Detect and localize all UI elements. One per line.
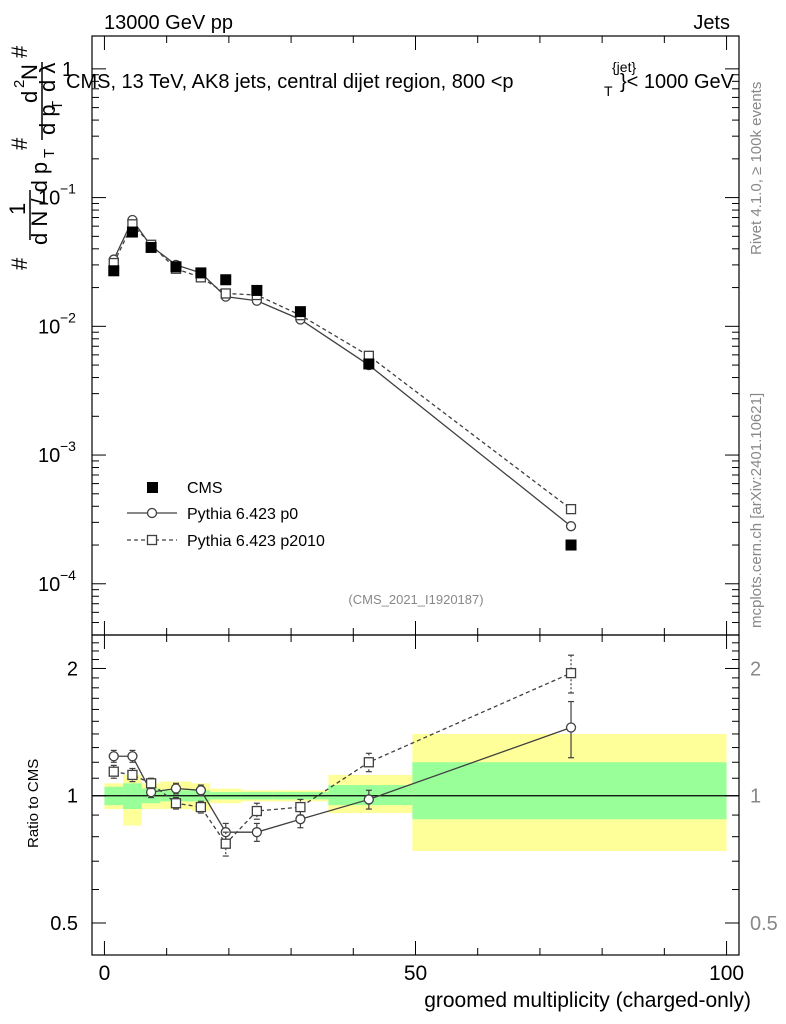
y-tick-label: 10 bbox=[38, 188, 60, 210]
ratio-point-1 bbox=[251, 805, 263, 817]
ylabel-dpt-sub-t: T bbox=[49, 101, 66, 110]
ratio-y-tick-label-right: 0.5 bbox=[750, 913, 778, 935]
ratio-y-tick-label: 2 bbox=[67, 658, 78, 680]
ratio-point-0 bbox=[127, 751, 138, 762]
ratio-line-1 bbox=[113, 672, 572, 845]
cms-point bbox=[251, 284, 263, 296]
legend-p2010-label: Pythia 6.423 p2010 bbox=[187, 533, 325, 550]
ratio-point-0 bbox=[251, 827, 263, 838]
ratio-point-1 bbox=[127, 769, 138, 781]
cms-point bbox=[145, 241, 157, 253]
ratio-bands bbox=[92, 733, 739, 852]
ylabel-one: 1 bbox=[5, 203, 30, 215]
y-tick-label: 10 bbox=[38, 445, 60, 467]
y-tick-exponent: −2 bbox=[60, 309, 76, 325]
ratio-point-1 bbox=[295, 801, 306, 813]
ylabel-sup-2: 2 bbox=[11, 80, 28, 88]
legend-p0-label: Pythia 6.423 p0 bbox=[187, 506, 298, 523]
ratio-axes: 0 50 100 0.5 0.5 1 1 2 2 bbox=[50, 635, 778, 985]
main-marks bbox=[108, 214, 577, 551]
ratio-y-tick-label: 1 bbox=[67, 786, 78, 808]
ratio-point-1 bbox=[108, 766, 119, 777]
header-right: Jets bbox=[693, 12, 730, 34]
ratio-y-tick-label: 0.5 bbox=[50, 913, 78, 935]
ratio-point-1 bbox=[145, 778, 157, 789]
plot-title: CMS, 13 TeV, AK8 jets, central dijet reg… bbox=[66, 59, 735, 99]
cms-point bbox=[170, 261, 182, 273]
y-tick-label: 1 bbox=[62, 59, 73, 81]
title-sub: T bbox=[604, 83, 613, 99]
series-line-0 bbox=[113, 218, 572, 527]
ratio-point-1 bbox=[195, 801, 207, 813]
rivet-label: Rivet 4.1.0, ≥ 100k events bbox=[748, 82, 765, 255]
title-main: CMS, 13 TeV, AK8 jets, central dijet reg… bbox=[66, 71, 514, 93]
mcplots-label: mcplots.cern.ch [arXiv:2401.10621] bbox=[748, 393, 765, 628]
cms-point bbox=[220, 274, 232, 286]
cms-point bbox=[108, 265, 120, 277]
ratio-point-0 bbox=[195, 785, 207, 796]
ratio-ylabel: Ratio to CMS bbox=[25, 759, 42, 848]
ylabel-dpt: d p bbox=[35, 104, 60, 135]
legend: CMS Pythia 6.423 p0 Pythia 6.423 p2010 bbox=[127, 480, 325, 550]
x-tick-label: 100 bbox=[709, 962, 744, 985]
main-ylabel: # 1 d N / d p T # d p T d 2 N d λ # bbox=[5, 45, 66, 270]
ylabel-hash-3: # bbox=[7, 45, 32, 58]
ylabel-n: N bbox=[17, 64, 42, 80]
title-end: }< 1000 GeV bbox=[620, 71, 735, 93]
legend-p0-marker bbox=[146, 507, 158, 519]
ratio-point-0 bbox=[108, 751, 119, 762]
ylabel-dn-sub-t: T bbox=[41, 149, 58, 158]
ratio-y-tick-label-right: 2 bbox=[750, 658, 761, 680]
cms-point bbox=[565, 539, 577, 551]
series-point-1 bbox=[220, 288, 231, 299]
ratio-point-1 bbox=[170, 798, 182, 809]
ratio-marks bbox=[108, 654, 577, 857]
analysis-tag: (CMS_2021_I1920187) bbox=[348, 592, 483, 607]
series-point-1 bbox=[565, 503, 577, 515]
ratio-point-1 bbox=[363, 757, 374, 768]
ratio-point-0 bbox=[170, 783, 182, 794]
cms-point bbox=[126, 226, 138, 238]
series-line-1 bbox=[113, 223, 572, 510]
ratio-point-1 bbox=[565, 667, 577, 679]
series-point-0 bbox=[565, 521, 577, 532]
ylabel-dlambda: d λ bbox=[35, 63, 60, 92]
y-tick-label: 10 bbox=[38, 316, 60, 338]
ylabel-d: d bbox=[17, 91, 42, 103]
x-axis-label: groomed multiplicity (charged-only) bbox=[424, 989, 751, 1012]
title-sup: {jet} bbox=[612, 59, 636, 75]
ratio-point-0 bbox=[295, 814, 306, 825]
x-tick-label: 0 bbox=[99, 962, 111, 985]
ylabel-hash-2: # bbox=[7, 137, 32, 150]
y-tick-exponent: −3 bbox=[60, 438, 76, 454]
ratio-point-0 bbox=[565, 722, 577, 733]
y-tick-exponent: −1 bbox=[60, 181, 76, 197]
ylabel-dn-dpt: d N / d p bbox=[27, 162, 52, 245]
band-inner bbox=[412, 762, 727, 820]
y-tick-exponent: −4 bbox=[60, 567, 76, 583]
x-tick-label: 50 bbox=[404, 962, 427, 985]
legend-p2010-marker bbox=[146, 534, 158, 546]
ratio-point-0 bbox=[363, 794, 374, 805]
ratio-line-0 bbox=[113, 726, 572, 833]
y-tick-label: 10 bbox=[38, 574, 60, 596]
main-axes: 110−110−210−310−4 bbox=[38, 36, 739, 636]
legend-cms-label: CMS bbox=[187, 480, 223, 497]
ratio-y-tick-label-right: 1 bbox=[750, 786, 761, 808]
cms-point bbox=[294, 306, 306, 318]
header-left: 13000 GeV pp bbox=[104, 12, 233, 34]
ratio-point-1 bbox=[220, 838, 231, 849]
ylabel-hash-1: # bbox=[7, 257, 32, 270]
legend-cms-marker bbox=[147, 482, 158, 493]
cms-point bbox=[195, 267, 207, 279]
cms-point bbox=[363, 358, 375, 370]
